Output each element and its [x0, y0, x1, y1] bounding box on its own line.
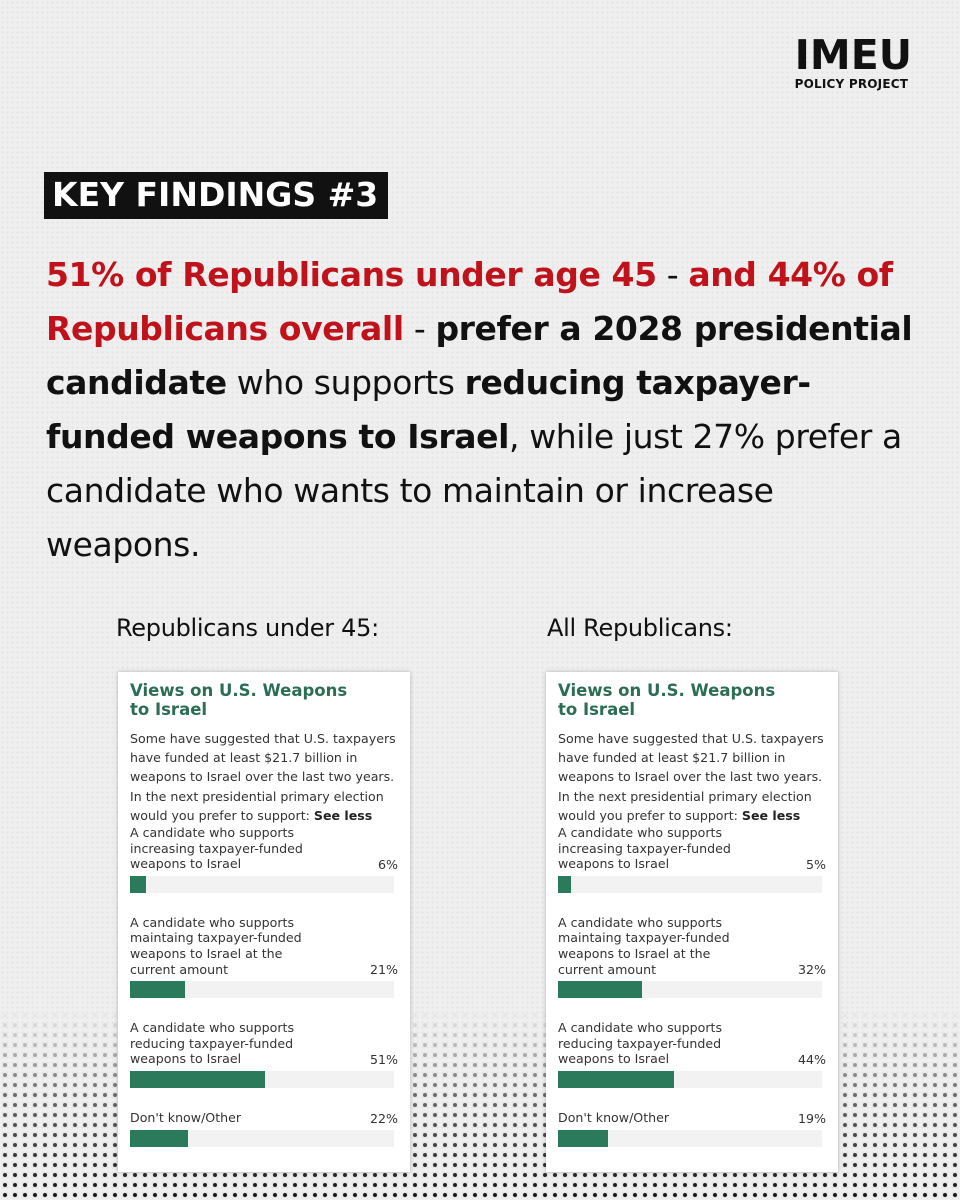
bar [558, 875, 572, 893]
bar [130, 875, 146, 893]
headline-red-2: and 44% of Republicans overall [46, 255, 893, 348]
bar-value-label: 6% [378, 856, 398, 872]
see-less-link[interactable]: See less [313, 807, 373, 823]
panel-label-under-45: Republicans under 45: [116, 614, 379, 642]
bar-value-label: 22% [370, 1110, 398, 1126]
headline-plain-1: who supports [226, 363, 465, 402]
bar [558, 1070, 675, 1088]
logo-main-text: IMEU [794, 31, 912, 79]
chart-card-under-45: Views on U.S. Weapons to Israel Some hav… [118, 672, 410, 1172]
bar-category-label: A candidate who supports reducing taxpay… [558, 1020, 723, 1067]
chart-question: Some have suggested that U.S. taxpayers … [558, 729, 826, 825]
bar-category-label: A candidate who supports maintaing taxpa… [558, 914, 730, 977]
question-text: Some have suggested that U.S. taxpayers … [130, 731, 396, 823]
bar-track [130, 1070, 394, 1088]
panel-label-all: All Republicans: [547, 614, 733, 642]
bar-category-label: A candidate who supports increasing taxp… [130, 825, 303, 872]
bar-value-label: 32% [798, 962, 826, 978]
bar-track [558, 1070, 822, 1088]
bar-value-label: 5% [806, 856, 826, 872]
bar-option: A candidate who supports maintaing taxpa… [130, 915, 398, 999]
bar-option: Don't know/Other 22% [130, 1110, 398, 1147]
see-less-link[interactable]: See less [741, 807, 801, 823]
key-findings-label: KEY FINDINGS #3 [44, 172, 389, 219]
headline-dash-2: - [403, 309, 436, 348]
headline-dash-1: - [656, 255, 689, 294]
bar [130, 981, 186, 999]
bar-label-row: Don't know/Other 22% [130, 1110, 398, 1126]
bar-track [130, 1129, 394, 1147]
chart-options: A candidate who supports increasing taxp… [130, 825, 398, 1147]
bar-category-label: A candidate who supports reducing taxpay… [130, 1020, 295, 1067]
chart-card-all: Views on U.S. Weapons to Israel Some hav… [546, 672, 838, 1172]
bar-value-label: 19% [798, 1110, 826, 1126]
bar-track [558, 875, 822, 893]
bar-label-row: A candidate who supports increasing taxp… [558, 825, 826, 872]
imeu-logo: IMEU POLICY PROJECT [795, 34, 912, 91]
bar [130, 1070, 265, 1088]
headline-bold-2: reducing taxpayer-funded weapons to Isra… [46, 363, 811, 456]
bar-category-label: A candidate who supports maintaing taxpa… [130, 914, 302, 977]
bar [558, 1129, 609, 1147]
bar-value-label: 44% [798, 1051, 826, 1067]
bar-track [558, 981, 822, 999]
bar-option: A candidate who supports reducing taxpay… [130, 1020, 398, 1088]
headline: 51% of Republicans under age 45 - and 44… [46, 248, 926, 572]
logo-sub-text: POLICY PROJECT [794, 77, 909, 91]
bar-category-label: Don't know/Other [130, 1109, 242, 1125]
bar-option: A candidate who supports maintaing taxpa… [558, 915, 826, 999]
chart-options: A candidate who supports increasing taxp… [558, 825, 826, 1147]
bar-label-row: A candidate who supports increasing taxp… [130, 825, 398, 872]
bar-track [558, 1129, 822, 1147]
headline-red-1: 51% of Republicans under age 45 [46, 255, 657, 294]
question-text: Some have suggested that U.S. taxpayers … [558, 731, 824, 823]
chart-question: Some have suggested that U.S. taxpayers … [130, 729, 398, 825]
bar-label-row: Don't know/Other 19% [558, 1110, 826, 1126]
bar-option: A candidate who supports increasing taxp… [558, 825, 826, 893]
bar-label-row: A candidate who supports maintaing taxpa… [130, 915, 398, 977]
bar [558, 981, 643, 999]
bar-label-row: A candidate who supports reducing taxpay… [558, 1020, 826, 1067]
bar-track [130, 875, 394, 893]
bar-label-row: A candidate who supports reducing taxpay… [130, 1020, 398, 1067]
bar-value-label: 21% [370, 962, 398, 978]
chart-title: Views on U.S. Weapons to Israel [130, 681, 348, 719]
bar-category-label: Don't know/Other [558, 1109, 670, 1125]
chart-title: Views on U.S. Weapons to Israel [558, 681, 776, 719]
bar [130, 1129, 189, 1147]
headline-bold-1: prefer a 2028 presidential candidate [46, 309, 913, 402]
bar-category-label: A candidate who supports increasing taxp… [558, 825, 731, 872]
bar-option: Don't know/Other 19% [558, 1110, 826, 1147]
bar-option: A candidate who supports increasing taxp… [130, 825, 398, 893]
bar-track [130, 981, 394, 999]
headline-plain-2: , while just 27% prefer a candidate who … [46, 417, 902, 564]
bar-label-row: A candidate who supports maintaing taxpa… [558, 915, 826, 977]
bar-value-label: 51% [370, 1051, 398, 1067]
bar-option: A candidate who supports reducing taxpay… [558, 1020, 826, 1088]
